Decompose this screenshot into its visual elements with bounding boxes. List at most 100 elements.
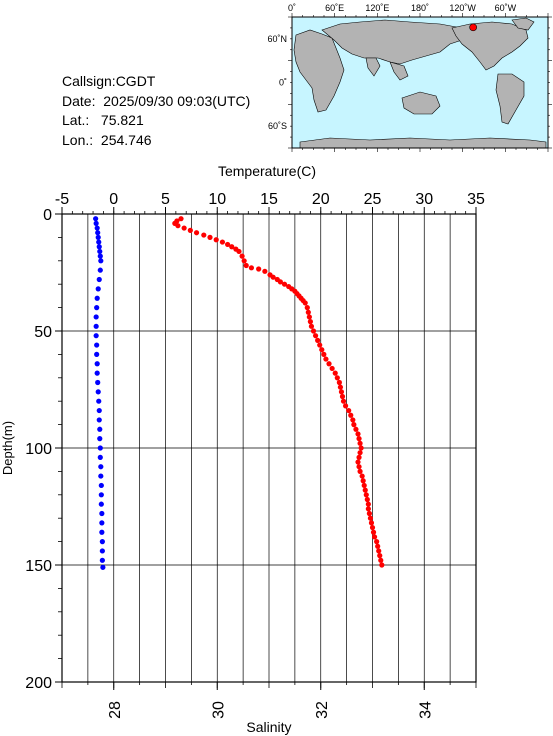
salinity-tick-label: 34 [417, 701, 434, 719]
data-point [356, 436, 362, 442]
data-point [178, 216, 184, 222]
map-lon-label: 0˚ [288, 3, 296, 13]
location-map: 0˚ 60˚E 120˚E 180˚ 120˚W 60˚W 60˚N 0˚ 60˚S [267, 3, 552, 152]
data-point [334, 375, 340, 381]
data-point [375, 543, 381, 549]
temperature-tick-label: 5 [161, 191, 170, 208]
data-point [243, 262, 249, 269]
map-lat-label: 60˚S [268, 121, 287, 131]
data-point [97, 454, 103, 460]
data-point [98, 258, 104, 264]
data-point [213, 237, 219, 243]
data-point [99, 510, 105, 517]
data-point [306, 314, 312, 320]
data-point [93, 216, 99, 222]
data-point [225, 241, 231, 248]
map-ticks [288, 13, 552, 152]
data-point [95, 379, 101, 386]
data-point [326, 361, 332, 367]
data-point [95, 286, 101, 292]
data-point [336, 379, 342, 386]
data-point [248, 265, 255, 271]
data-point [99, 557, 105, 563]
map-lon-label: 60˚W [495, 3, 517, 13]
data-point [94, 295, 100, 301]
data-point [310, 328, 317, 334]
data-point [356, 464, 362, 470]
data-point [353, 426, 359, 432]
depth-tick-label: 100 [25, 441, 52, 458]
temperature-tick-label: -5 [55, 191, 69, 208]
data-point [98, 501, 104, 507]
data-point [351, 422, 357, 428]
data-point [356, 454, 362, 460]
data-point [201, 232, 207, 238]
data-point [365, 501, 371, 507]
data-point [207, 234, 213, 240]
data-point [361, 482, 367, 489]
depth-axis-title: Depth(m) [0, 421, 15, 475]
data-point [371, 534, 378, 540]
data-point [94, 342, 100, 348]
latitude-text: Lat.: 75.821 [62, 112, 144, 128]
data-point [239, 253, 245, 259]
data-point [99, 539, 105, 545]
chart-grid [62, 214, 476, 682]
data-point [95, 230, 101, 236]
data-point [366, 510, 372, 517]
data-point [262, 268, 268, 274]
station-info: Callsign:CGDT Date: 2025/09/30 09:03(UTC… [62, 72, 250, 150]
data-point [305, 309, 311, 315]
data-point [99, 529, 105, 535]
data-point [359, 473, 365, 479]
data-point [96, 239, 102, 245]
data-point [100, 564, 106, 570]
data-point [315, 337, 321, 343]
data-point [319, 347, 325, 353]
data-point [233, 246, 239, 252]
data-point [97, 253, 103, 259]
data-point [99, 548, 105, 554]
data-point [300, 297, 306, 304]
data-point [360, 478, 366, 484]
data-point [370, 529, 377, 535]
data-point [286, 283, 292, 290]
data-point [292, 288, 298, 294]
data-point [365, 506, 371, 512]
data-point [355, 431, 361, 437]
data-point [312, 333, 319, 339]
data-point [94, 305, 100, 311]
data-point [350, 417, 356, 423]
data-point [317, 342, 323, 348]
data-point [332, 370, 338, 376]
salinity-tick-label: 32 [314, 701, 331, 719]
data-point [96, 417, 102, 423]
data-point [357, 450, 363, 456]
longitude-text: Lon.: 254.746 [62, 131, 152, 148]
data-point [378, 557, 384, 563]
data-point [289, 286, 295, 292]
data-point [364, 496, 370, 503]
temperature-axis-title: Temperature(C) [218, 163, 316, 179]
data-point [346, 407, 352, 414]
temperature-tick-label: 20 [312, 191, 330, 208]
data-point [98, 482, 104, 489]
data-point [294, 290, 300, 297]
data-point [368, 520, 375, 526]
data-point [304, 305, 310, 311]
data-point [256, 266, 262, 272]
data-point [348, 412, 354, 418]
data-point [219, 239, 226, 245]
station-marker [469, 23, 477, 32]
map-labels: 0˚ 60˚E 120˚E 180˚ 120˚W 60˚W 60˚N 0˚ 60˚S [267, 3, 516, 131]
data-point [369, 524, 376, 531]
depth-tick-label: 200 [25, 675, 52, 692]
temperature-tick-label: 35 [467, 191, 485, 208]
data-point [302, 300, 308, 306]
salinity-axis-title: Salinity [246, 719, 291, 735]
data-point [96, 244, 102, 250]
salinity-tick-label: 28 [107, 701, 124, 719]
data-point [94, 370, 100, 376]
salinity-tick-label: 30 [210, 701, 227, 719]
